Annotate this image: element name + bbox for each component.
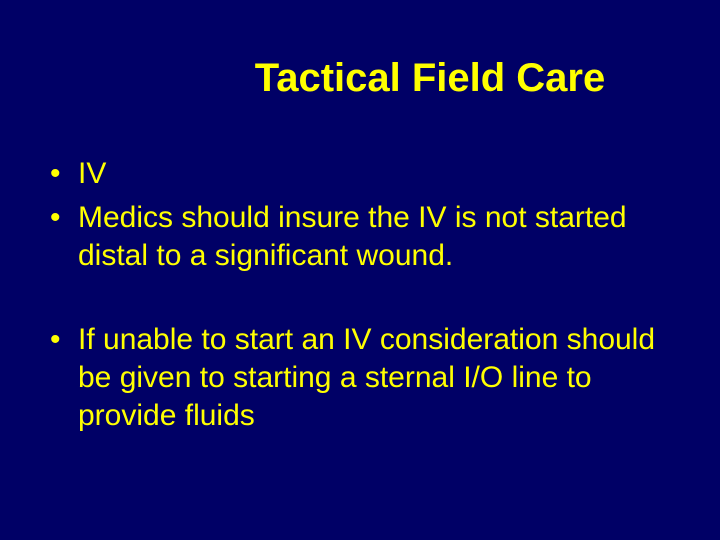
bullet-icon: • bbox=[44, 199, 78, 237]
bullet-item: • If unable to start an IV consideration… bbox=[44, 321, 680, 435]
bullet-text: If unable to start an IV consideration s… bbox=[78, 321, 680, 435]
bullet-text: Medics should insure the IV is not start… bbox=[78, 199, 680, 275]
spacer bbox=[44, 281, 680, 321]
slide: Tactical Field Care • IV • Medics should… bbox=[0, 0, 720, 540]
slide-title: Tactical Field Care bbox=[0, 56, 720, 101]
bullet-icon: • bbox=[44, 155, 78, 193]
bullet-item: • Medics should insure the IV is not sta… bbox=[44, 199, 680, 275]
slide-body: • IV • Medics should insure the IV is no… bbox=[44, 155, 680, 441]
bullet-icon: • bbox=[44, 321, 78, 359]
bullet-text: IV bbox=[78, 155, 680, 193]
bullet-item: • IV bbox=[44, 155, 680, 193]
